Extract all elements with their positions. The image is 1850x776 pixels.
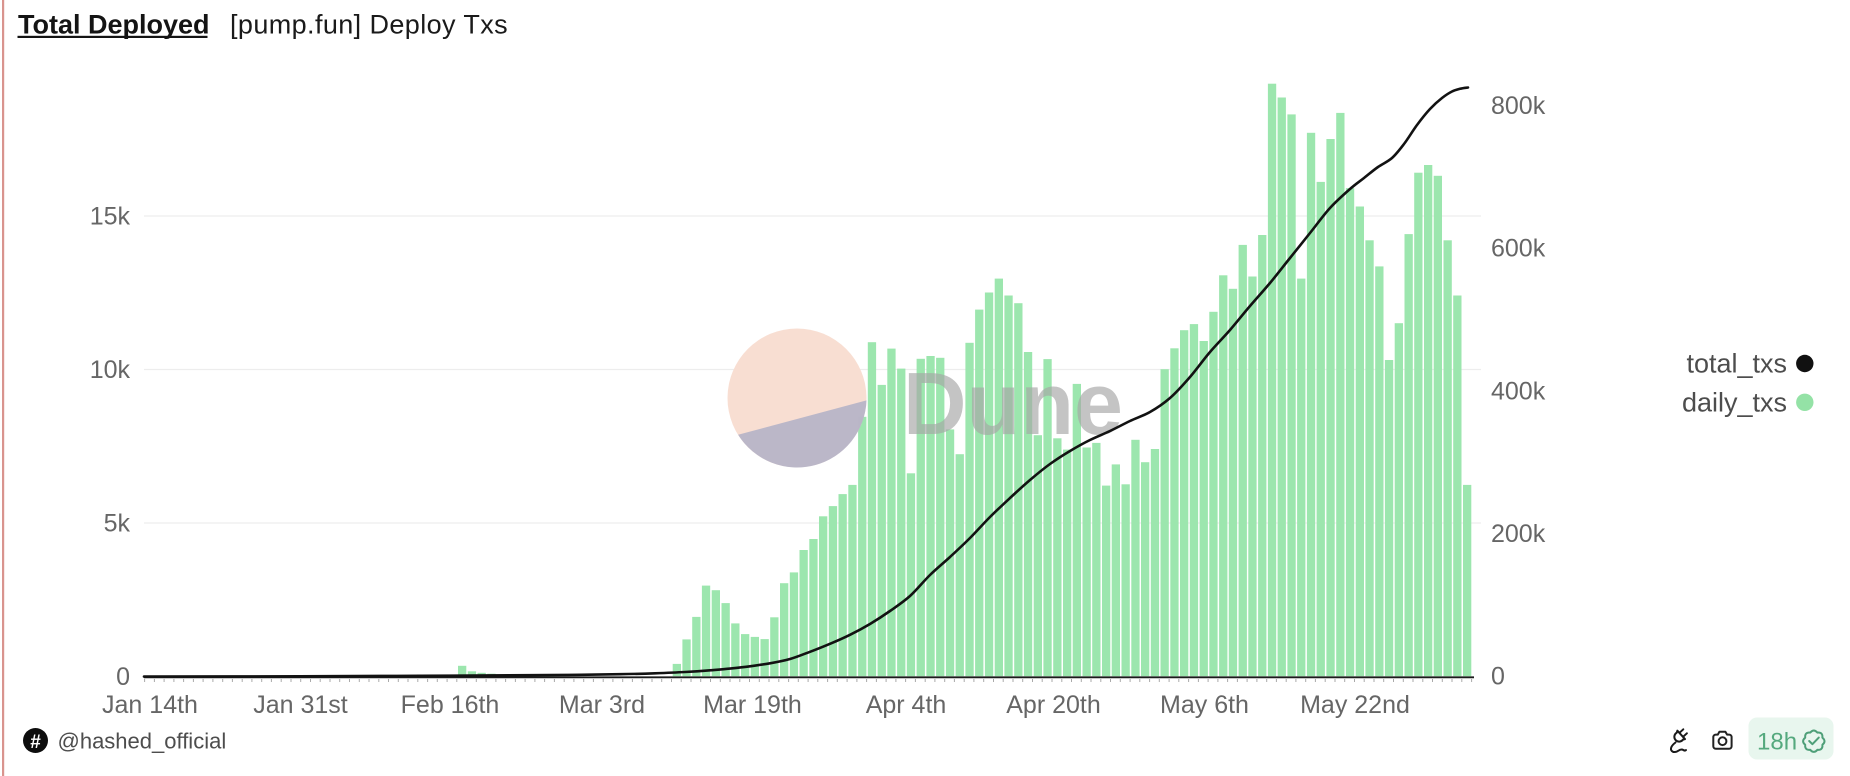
svg-text:5k: 5k xyxy=(104,510,131,538)
svg-text:Mar 19th: Mar 19th xyxy=(703,691,802,719)
svg-text:0: 0 xyxy=(1491,663,1505,691)
svg-text:10k: 10k xyxy=(90,356,131,384)
svg-text:200k: 200k xyxy=(1491,520,1546,548)
svg-text:Feb 16th: Feb 16th xyxy=(401,691,500,719)
svg-text:Jan 14th: Jan 14th xyxy=(102,691,198,719)
svg-text:#: # xyxy=(30,732,41,753)
svg-text:Jan 31st: Jan 31st xyxy=(253,691,348,719)
svg-text:Total Deployed: Total Deployed xyxy=(18,10,210,40)
svg-text:May 22nd: May 22nd xyxy=(1300,691,1410,719)
svg-text:daily_txs: daily_txs xyxy=(1682,387,1787,417)
svg-text:Dune: Dune xyxy=(903,354,1123,453)
svg-text:15k: 15k xyxy=(90,203,131,231)
svg-text:Apr 20th: Apr 20th xyxy=(1006,691,1101,719)
svg-text:Apr 4th: Apr 4th xyxy=(866,691,947,719)
svg-text:total_txs: total_txs xyxy=(1686,349,1787,379)
svg-text:[pump.fun] Deploy Txs: [pump.fun] Deploy Txs xyxy=(230,10,508,40)
svg-text:800k: 800k xyxy=(1491,92,1546,120)
svg-text:400k: 400k xyxy=(1491,377,1546,405)
svg-text:May 6th: May 6th xyxy=(1160,691,1249,719)
svg-text:600k: 600k xyxy=(1491,235,1546,263)
svg-text:0: 0 xyxy=(116,663,130,691)
svg-text:@hashed_official: @hashed_official xyxy=(58,729,227,754)
svg-text:18h: 18h xyxy=(1757,729,1797,756)
svg-text:Mar 3rd: Mar 3rd xyxy=(559,691,645,719)
